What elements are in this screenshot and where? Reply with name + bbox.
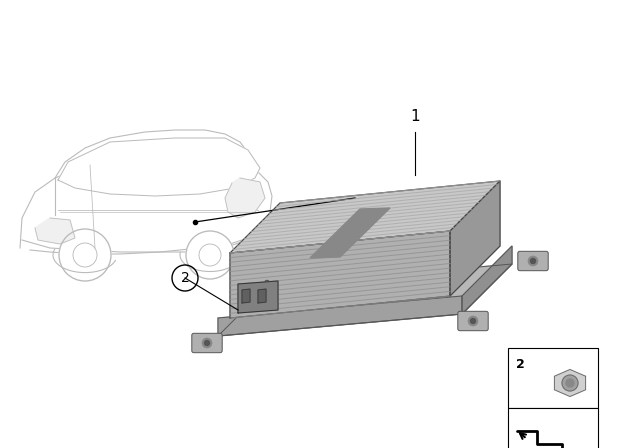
FancyBboxPatch shape — [192, 333, 222, 353]
Polygon shape — [230, 231, 450, 318]
FancyBboxPatch shape — [252, 273, 282, 293]
Polygon shape — [258, 289, 266, 303]
Polygon shape — [218, 296, 462, 336]
Circle shape — [470, 319, 476, 323]
FancyBboxPatch shape — [518, 251, 548, 271]
Text: 260124: 260124 — [530, 430, 570, 440]
Polygon shape — [554, 370, 586, 396]
Polygon shape — [58, 138, 260, 196]
Circle shape — [186, 231, 234, 279]
Text: 2: 2 — [516, 358, 525, 371]
Circle shape — [566, 379, 574, 387]
Polygon shape — [225, 178, 265, 218]
Circle shape — [468, 316, 478, 326]
Polygon shape — [462, 246, 512, 314]
Circle shape — [531, 258, 536, 263]
Bar — [508, 408, 598, 448]
Circle shape — [59, 229, 111, 281]
Polygon shape — [20, 158, 272, 254]
Circle shape — [202, 338, 212, 348]
Circle shape — [562, 375, 578, 391]
Polygon shape — [218, 264, 512, 336]
Circle shape — [264, 280, 269, 285]
Circle shape — [528, 256, 538, 266]
Polygon shape — [450, 181, 500, 296]
Polygon shape — [230, 181, 500, 253]
Circle shape — [262, 278, 272, 288]
Polygon shape — [238, 281, 278, 313]
Text: 1: 1 — [410, 109, 420, 124]
Text: 2: 2 — [180, 271, 189, 285]
FancyBboxPatch shape — [458, 311, 488, 331]
Polygon shape — [35, 218, 75, 244]
Polygon shape — [310, 208, 390, 258]
Circle shape — [205, 340, 209, 345]
Bar — [508, 348, 598, 408]
Polygon shape — [242, 289, 250, 303]
